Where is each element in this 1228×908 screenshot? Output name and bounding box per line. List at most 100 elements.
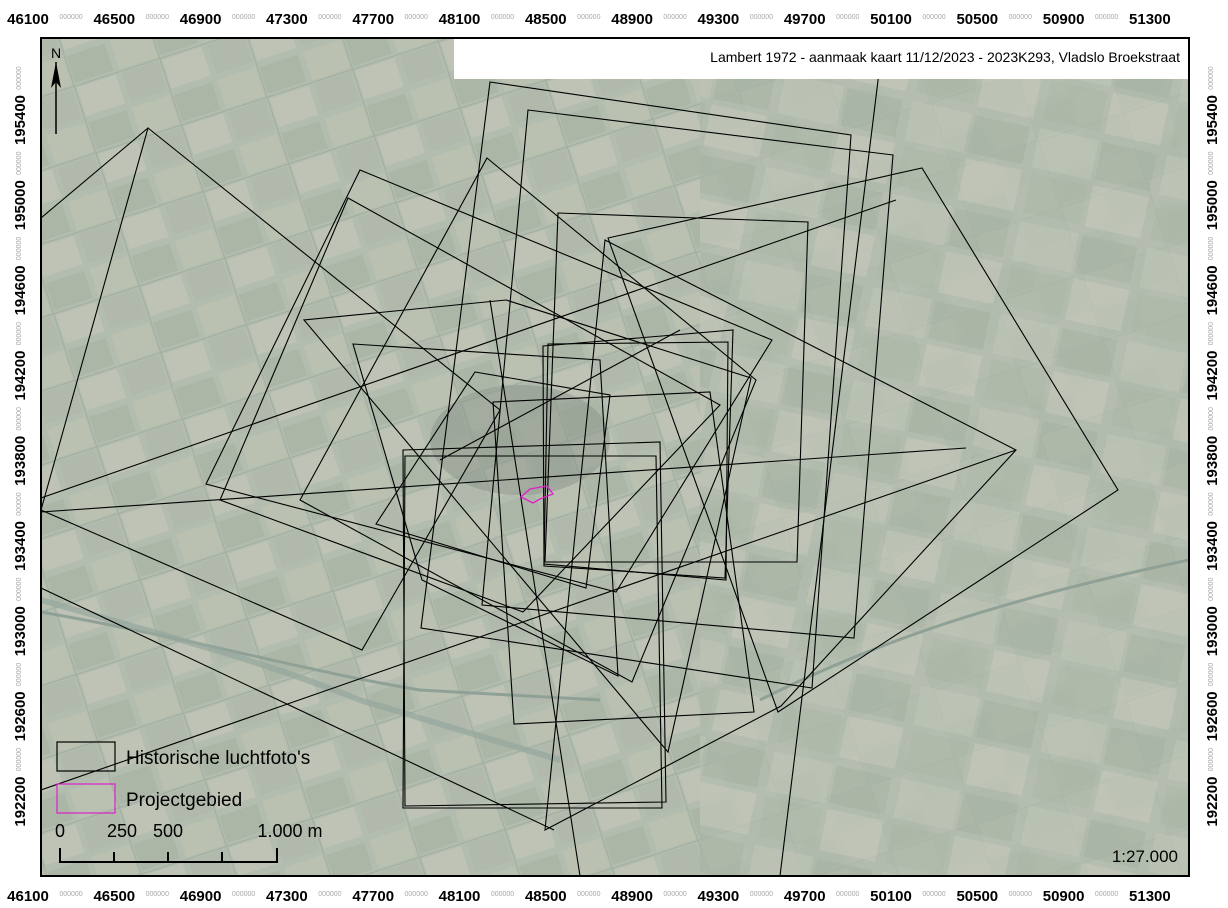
y-tick-separator: 000000 xyxy=(1208,407,1215,430)
y-tick-label: 194600 xyxy=(1204,265,1221,315)
x-tick-label: 47700 xyxy=(352,11,394,28)
x-tick-label: 46100 xyxy=(7,11,49,28)
y-tick-label: 192600 xyxy=(12,691,29,741)
y-tick-label: 193400 xyxy=(1204,521,1221,571)
svg-text:250: 250 xyxy=(107,821,137,841)
photo-footprint xyxy=(41,127,501,651)
x-tick-separator: 000000 xyxy=(836,14,859,21)
y-tick-separator: 000000 xyxy=(1208,748,1215,771)
y-tick-label: 194200 xyxy=(1204,351,1221,401)
x-tick-label: 48100 xyxy=(439,11,481,28)
x-tick-separator: 000000 xyxy=(405,14,428,21)
y-tick-label: 194200 xyxy=(12,351,29,401)
y-tick-separator: 000000 xyxy=(16,322,23,345)
road xyxy=(759,558,1189,702)
x-tick-separator: 000000 xyxy=(750,14,773,21)
x-tick-label: 50900 xyxy=(1043,888,1085,905)
y-tick-label: 193800 xyxy=(1204,436,1221,486)
y-tick-separator: 000000 xyxy=(16,492,23,515)
x-tick-label: 46500 xyxy=(93,11,135,28)
y-tick-separator: 000000 xyxy=(16,748,23,771)
project-area xyxy=(519,485,555,504)
y-tick-label: 193800 xyxy=(12,436,29,486)
x-tick-label: 46100 xyxy=(7,888,49,905)
legend: Historische luchtfoto's Projectgebied xyxy=(56,741,310,814)
y-tick-label: 193400 xyxy=(12,521,29,571)
x-tick-label: 50100 xyxy=(870,11,912,28)
y-tick-label: 195000 xyxy=(1204,180,1221,230)
y-tick-separator: 000000 xyxy=(16,407,23,430)
x-tick-separator: 000000 xyxy=(318,891,341,898)
y-tick-separator: 000000 xyxy=(1208,577,1215,600)
historic-photo-footprints xyxy=(41,39,1119,876)
photo-footprint-edge xyxy=(41,127,149,219)
y-tick-separator: 000000 xyxy=(1208,322,1215,345)
x-tick-label: 49300 xyxy=(698,11,740,28)
svg-text:500: 500 xyxy=(153,821,183,841)
legend-symbol-photos xyxy=(56,741,116,772)
x-tick-label: 47300 xyxy=(266,11,308,28)
y-tick-label: 193000 xyxy=(12,606,29,656)
x-tick-label: 51300 xyxy=(1129,888,1171,905)
imagery-haze xyxy=(41,38,1189,876)
y-tick-label: 195400 xyxy=(1204,95,1221,145)
photo-footprint xyxy=(607,167,1119,713)
svg-text:1.000 m: 1.000 m xyxy=(257,821,322,841)
x-tick-separator: 000000 xyxy=(663,14,686,21)
photo-footprint xyxy=(544,239,1017,831)
photo-footprint xyxy=(352,343,619,677)
photo-footprint xyxy=(481,109,894,639)
x-tick-label: 50500 xyxy=(956,11,998,28)
x-tick-separator: 000000 xyxy=(491,891,514,898)
photo-footprint xyxy=(302,299,752,754)
x-tick-label: 48500 xyxy=(525,11,567,28)
y-tick-separator: 000000 xyxy=(16,66,23,89)
y-tick-label: 192600 xyxy=(1204,691,1221,741)
x-tick-label: 49700 xyxy=(784,888,826,905)
x-tick-label: 50500 xyxy=(956,888,998,905)
y-tick-label: 195000 xyxy=(12,180,29,230)
scale-bar: 0 250 500 1.000 m xyxy=(55,821,323,863)
x-tick-separator: 000000 xyxy=(922,14,945,21)
x-tick-label: 50100 xyxy=(870,888,912,905)
y-tick-label: 193000 xyxy=(1204,606,1221,656)
x-tick-label: 49700 xyxy=(784,11,826,28)
x-tick-separator: 000000 xyxy=(146,14,169,21)
road xyxy=(41,610,601,702)
x-tick-separator: 000000 xyxy=(1095,14,1118,21)
y-tick-separator: 000000 xyxy=(1208,663,1215,686)
photo-footprint xyxy=(402,455,663,809)
photo-footprint-edge xyxy=(41,449,1017,791)
photo-footprint xyxy=(219,197,721,613)
x-tick-separator: 000000 xyxy=(663,891,686,898)
y-tick-label: 192200 xyxy=(12,777,29,827)
photo-footprint xyxy=(543,341,729,581)
photo-footprint-edge xyxy=(41,447,967,513)
photo-footprint xyxy=(375,371,611,589)
header-box xyxy=(454,39,1188,79)
y-axis-labels-left: 195400 000000 195000 000000 194600 000000 1942… xyxy=(12,66,29,826)
legend-label-photos: Historische luchtfoto's xyxy=(126,748,310,769)
y-tick-separator: 000000 xyxy=(1208,66,1215,89)
x-tick-separator: 000000 xyxy=(1009,14,1032,21)
x-axis-labels-top: 46100 000000 46500 000000 46900 000000 47300 00… xyxy=(7,11,1171,28)
y-tick-separator: 000000 xyxy=(16,151,23,174)
x-tick-separator: 000000 xyxy=(750,891,773,898)
x-tick-separator: 000000 xyxy=(577,14,600,21)
y-tick-label: 192200 xyxy=(1204,777,1221,827)
y-tick-separator: 000000 xyxy=(1208,237,1215,260)
legend-symbol-project xyxy=(56,783,116,814)
photo-footprint xyxy=(205,169,773,593)
x-tick-label: 50900 xyxy=(1043,11,1085,28)
photo-footprint xyxy=(402,441,667,807)
x-tick-label: 48500 xyxy=(525,888,567,905)
y-tick-separator: 000000 xyxy=(1208,151,1215,174)
x-tick-label: 46900 xyxy=(180,11,222,28)
x-tick-separator: 000000 xyxy=(405,891,428,898)
photo-footprint-edge xyxy=(489,299,581,876)
x-tick-separator: 000000 xyxy=(318,14,341,21)
y-tick-separator: 000000 xyxy=(16,237,23,260)
x-tick-separator: 000000 xyxy=(232,891,255,898)
map-header: Lambert 1972 - aanmaak kaart 11/12/2023 … xyxy=(710,49,1180,65)
